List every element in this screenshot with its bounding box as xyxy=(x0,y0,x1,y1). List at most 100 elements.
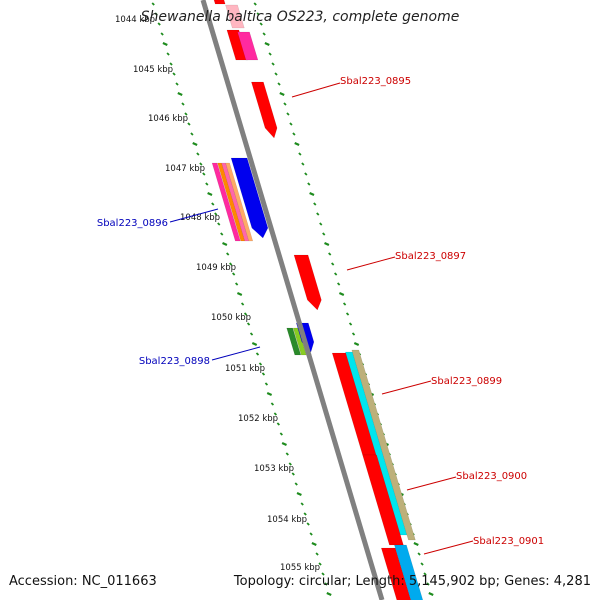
outer-tick xyxy=(342,302,347,306)
gene-leader-line xyxy=(346,256,396,271)
outer-tick xyxy=(279,91,285,97)
gene-leader-line xyxy=(211,346,261,361)
inner-tick xyxy=(217,222,221,226)
outer-tick xyxy=(313,202,317,206)
inner-tick xyxy=(321,572,325,576)
position-label: 1051 kbp xyxy=(225,364,265,374)
inner-tick xyxy=(196,152,200,156)
inner-tick xyxy=(261,372,266,376)
outer-tick xyxy=(351,332,356,336)
inner-tick xyxy=(288,462,292,466)
inner-tick xyxy=(234,282,239,286)
outer-tick xyxy=(274,72,278,76)
outer-tick xyxy=(331,262,335,266)
inner-tick xyxy=(205,182,209,186)
outer-tick xyxy=(268,52,272,56)
inner-tick xyxy=(175,82,179,86)
inner-tick xyxy=(266,391,273,397)
inner-tick xyxy=(306,522,310,526)
inner-tick xyxy=(281,441,287,447)
outer-tick xyxy=(298,152,302,156)
inner-tick xyxy=(240,302,245,306)
gene-labels: Sbal223_0895 Sbal223_0896 Sbal223_0897 Sbal… xyxy=(97,76,544,555)
inner-tick xyxy=(177,91,183,97)
inner-tick xyxy=(258,362,263,366)
gene-label: Sbal223_0898 xyxy=(139,356,210,367)
outer-tick xyxy=(420,562,424,566)
inner-tick xyxy=(220,232,224,236)
outer-tick xyxy=(319,222,323,226)
gene-feature-block xyxy=(251,81,278,139)
inner-tick xyxy=(151,2,155,6)
outer-tick xyxy=(353,341,360,347)
inner-tick xyxy=(211,202,215,206)
inner-tick xyxy=(169,62,173,66)
gene-feature-block xyxy=(380,547,412,600)
outer-tick xyxy=(428,591,434,597)
position-label: 1053 kbp xyxy=(254,464,294,474)
inner-tick xyxy=(303,512,307,516)
inner-tick xyxy=(187,122,191,126)
inner-tick xyxy=(279,432,283,436)
outer-tick xyxy=(289,122,293,126)
inner-tick xyxy=(326,591,332,597)
gene-label: Sbal223_0900 xyxy=(456,471,527,482)
position-label: 1045 kbp xyxy=(133,65,173,75)
outer-tick xyxy=(316,212,320,216)
gene-label: Sbal223_0896 xyxy=(97,218,168,229)
inner-tick xyxy=(296,491,302,497)
inner-tick xyxy=(214,212,218,216)
gene-feature-block xyxy=(351,349,416,541)
outer-tick xyxy=(417,552,421,556)
inner-tick xyxy=(273,412,278,416)
gene-leader-line xyxy=(381,380,432,395)
outer-tick xyxy=(286,112,290,116)
inner-tick xyxy=(232,272,236,276)
feature-track xyxy=(211,0,424,600)
inner-tick xyxy=(285,452,289,456)
inner-tick xyxy=(315,552,319,556)
outer-tick xyxy=(345,312,350,316)
gene-label: Sbal223_0895 xyxy=(340,76,411,87)
outer-tick xyxy=(334,272,338,276)
gene-feature-block xyxy=(286,327,302,356)
position-label: 1055 kbp xyxy=(280,563,320,573)
inner-tick xyxy=(162,41,168,47)
inner-tick xyxy=(190,132,194,136)
inner-tick xyxy=(236,291,243,297)
inner-tick xyxy=(184,112,188,116)
inner-tick xyxy=(157,22,161,26)
position-label: 1049 kbp xyxy=(196,263,236,273)
gene-label: Sbal223_0897 xyxy=(395,251,466,262)
inner-tick xyxy=(246,322,251,326)
outer-tick xyxy=(324,241,330,247)
outer-tick xyxy=(304,172,308,176)
inner-tick xyxy=(160,32,164,36)
inner-tick xyxy=(154,12,158,16)
inner-tick xyxy=(192,141,198,147)
gene-feature-block xyxy=(225,162,254,242)
inner-tick xyxy=(318,562,322,566)
position-labels: 1044 kbp 1045 kbp 1046 kbp 1047 kbp 1048 kbp… xyxy=(115,15,320,573)
position-label: 1052 kbp xyxy=(238,414,278,424)
position-label: 1044 kbp xyxy=(115,15,155,25)
inner-tick xyxy=(226,252,230,256)
inner-tick xyxy=(207,191,213,197)
outer-tick xyxy=(426,582,430,586)
outer-tick xyxy=(338,291,345,297)
inner-tick xyxy=(243,312,248,316)
position-label: 1054 kbp xyxy=(267,515,307,525)
inner-tick xyxy=(172,72,176,76)
topology-summary: Topology: circular; Length: 5,145,902 bp… xyxy=(233,574,591,589)
position-label: 1046 kbp xyxy=(148,114,188,124)
inner-tick xyxy=(251,341,258,347)
inner-tick xyxy=(270,402,275,406)
gene-leader-line xyxy=(423,540,474,555)
inner-tick xyxy=(324,582,328,586)
gene-label: Sbal223_0899 xyxy=(431,376,502,387)
gene-leader-line xyxy=(291,82,341,98)
inner-tick xyxy=(300,502,304,506)
outer-tick xyxy=(423,572,427,576)
inner-tick xyxy=(181,102,185,106)
